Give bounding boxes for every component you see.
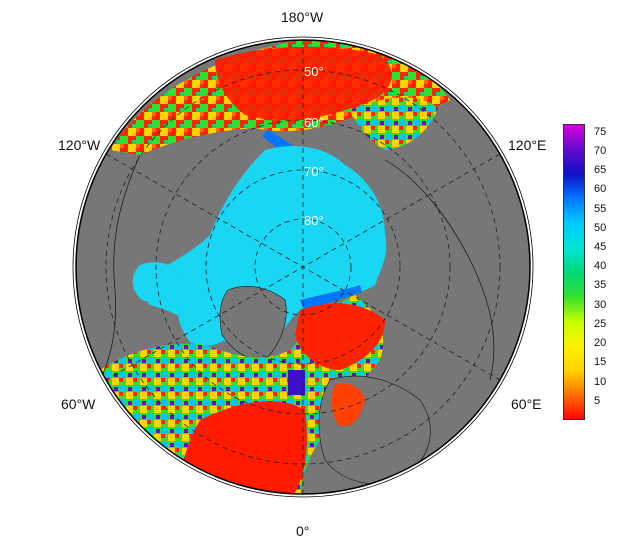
okhotsk-data (350, 97, 438, 150)
lat-label-80: 80° (304, 213, 324, 228)
colorbar-tick-60: 60 (594, 183, 607, 196)
lat-label-60: 60° (304, 115, 324, 130)
colorbar-tick-45: 45 (594, 241, 607, 253)
colorbar-tick-75: 75 (594, 125, 607, 138)
colorbar-tick-20: 20 (594, 337, 607, 350)
ice-edge-blue (300, 285, 362, 310)
map-border (75, 39, 531, 495)
lon-label-lower-left: 60°W (61, 396, 96, 412)
colorbar-gradient (563, 124, 585, 420)
colorbar-tick-10: 10 (594, 375, 607, 388)
eurasia-coast (384, 159, 495, 381)
norwegian-sea-red (295, 303, 385, 370)
baffin-ice (178, 300, 235, 346)
graticule (105, 40, 501, 494)
colorbar-tick-65: 65 (594, 164, 607, 177)
pacific-red-core (215, 46, 392, 121)
purple-patch (288, 370, 305, 395)
sea-ice (145, 145, 387, 343)
lon-label-bottom: 0° (296, 523, 310, 539)
meridian-120e-60w (105, 153, 501, 381)
colorbar-tick-25: 25 (594, 317, 607, 330)
lat-label-70: 70° (304, 164, 324, 179)
hudson-bay-ice (132, 262, 183, 303)
lon-label-top: 180°W (281, 9, 324, 25)
colorbar-tick-50: 50 (594, 221, 607, 234)
colorbar-tick-55: 55 (594, 202, 607, 215)
colorbar-tick-15: 15 (594, 356, 607, 369)
lat-label-50: 50° (304, 64, 324, 79)
colorbar-tick-5: 5 (594, 394, 601, 407)
lat-circle-80 (254, 218, 352, 316)
north-america-coast (99, 154, 141, 381)
lat-circle-70 (205, 169, 401, 365)
map-border-outer (72, 36, 534, 498)
colorbar-tick-30: 30 (594, 298, 607, 311)
lon-label-upper-right: 120°E (508, 137, 547, 153)
colorbar-tick-40: 40 (594, 260, 607, 273)
lat-circle-60 (155, 119, 451, 415)
scandinavia-red (331, 383, 365, 427)
colorbar (563, 124, 585, 420)
map-disc (76, 40, 530, 494)
colorbar-tick-70: 70 (594, 144, 607, 157)
colorbar-tick-35: 35 (594, 279, 607, 292)
lon-label-lower-right: 60°E (511, 396, 542, 412)
lon-label-upper-left: 120°W (58, 137, 101, 153)
